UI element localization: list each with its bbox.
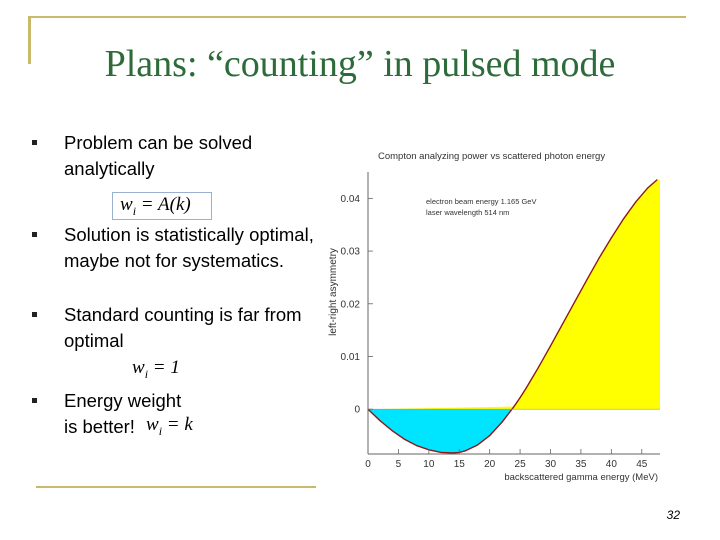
data-point [379, 420, 381, 422]
positive-area [368, 179, 660, 410]
x-tick-label: 40 [606, 459, 618, 470]
asymmetry-chart: Compton analyzing power vs scattered pho… [328, 151, 660, 483]
data-point [501, 421, 503, 423]
chart-annotation-beam: electron beam energy 1.165 GeV [426, 197, 537, 206]
x-tick-label: 30 [545, 459, 557, 470]
data-point [416, 444, 418, 447]
bullet-text: Energy weight is better! [64, 390, 182, 437]
chart-title: Compton analyzing power vs scattered pho… [378, 151, 605, 162]
formula-energy: wi = k [146, 414, 193, 438]
data-point [610, 237, 612, 239]
x-tick-label: 0 [365, 459, 371, 470]
data-point [464, 450, 466, 452]
chart-xlabel: backscattered gamma energy (MeV) [504, 472, 658, 483]
formula-box [112, 192, 212, 220]
data-point [586, 278, 588, 281]
y-tick-label: 0 [354, 405, 360, 416]
frame-accent-vertical [28, 16, 31, 64]
data-point [452, 452, 454, 454]
x-tick-label: 25 [515, 459, 527, 470]
slide-title: Plans: “counting” in pulsed mode [104, 43, 616, 85]
x-tick-label: 15 [454, 459, 466, 470]
data-point [598, 257, 600, 259]
y-tick-label: 0.02 [341, 299, 361, 310]
y-tick-label: 0.03 [341, 247, 361, 258]
x-tick-label: 35 [575, 459, 587, 470]
data-point [574, 301, 576, 303]
data-point [562, 323, 564, 325]
negative-area [368, 409, 512, 453]
frame-accent-bottom [36, 486, 316, 488]
data-point [519, 397, 521, 399]
data-point [391, 430, 393, 432]
data-point [440, 451, 442, 454]
page-number: 32 [666, 508, 680, 522]
data-point [489, 434, 491, 437]
data-point [525, 387, 527, 389]
data-point [403, 438, 406, 440]
chart-annotation-laser: laser wavelength 514 nm [426, 208, 509, 217]
x-tick-label: 5 [396, 459, 402, 470]
data-point [635, 201, 637, 203]
x-tick-label: 10 [423, 459, 435, 470]
data-point [656, 179, 658, 181]
bullet-text: Solution is statistically optimal, maybe… [64, 224, 314, 271]
bullet-square-icon [32, 398, 37, 403]
bullet-text: Standard counting is far from optimal [64, 304, 302, 351]
formula-analytic: wi = A(k) [120, 194, 191, 218]
bullet-text: Problem can be solved analytically [64, 132, 253, 179]
bullet-square-icon [32, 140, 37, 145]
y-tick-label: 0.01 [341, 352, 361, 363]
data-point [622, 218, 625, 220]
x-tick-label: 20 [484, 459, 496, 470]
chart-ylabel: left-right asymmetry [328, 248, 339, 336]
data-point [647, 187, 649, 189]
y-tick-label: 0.04 [341, 194, 361, 205]
x-tick-label: 45 [636, 459, 648, 470]
bullet-square-icon [32, 232, 37, 237]
data-point [513, 405, 515, 408]
data-point [476, 444, 479, 446]
formula-standard: wi = 1 [132, 357, 180, 381]
data-point [549, 345, 552, 347]
bullet-square-icon [32, 312, 37, 317]
data-point [537, 366, 539, 369]
frame-accent-top [28, 16, 686, 18]
